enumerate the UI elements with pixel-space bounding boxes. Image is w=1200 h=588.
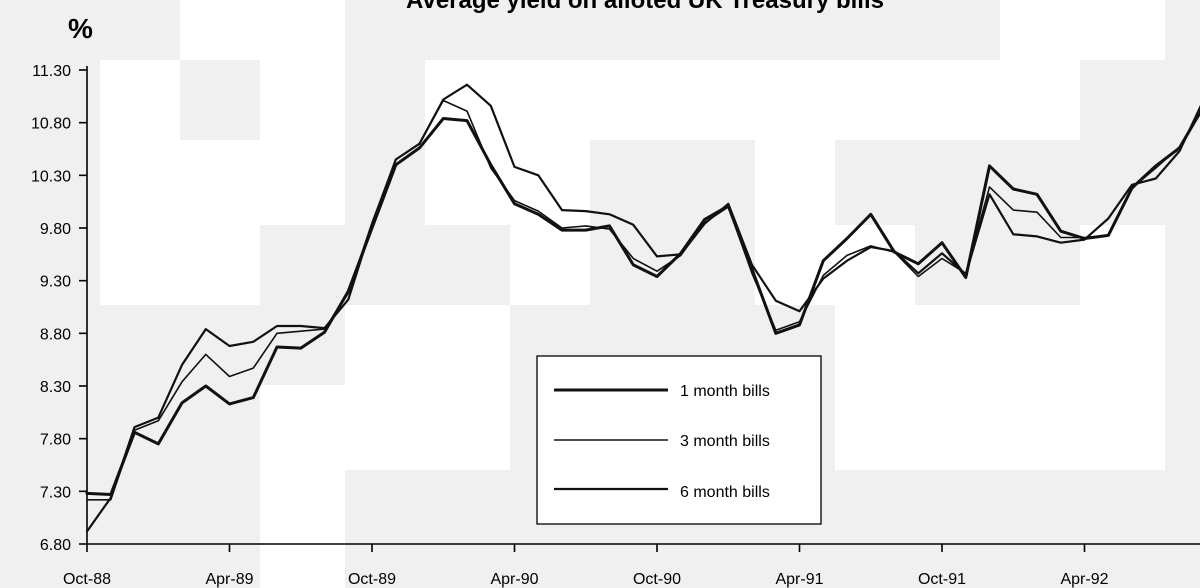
y-tick-label: 9.80 (40, 221, 71, 238)
x-tick-label: Oct-89 (348, 571, 396, 588)
y-axis-unit: % (68, 13, 93, 44)
x-tick-label: Oct-91 (918, 571, 966, 588)
y-tick-label: 7.80 (40, 432, 71, 449)
series-line-3-month-bills (86, 99, 1200, 501)
axes: 6.80 7.30 7.80 8.30 8.80 9.30 9.80 10.30 10.80 11… (31, 63, 1200, 588)
y-tick-label: 6.80 (40, 537, 71, 554)
x-tick-label: Apr-89 (205, 571, 253, 588)
legend: 1 month bills 3 month bills 6 month bill… (536, 355, 822, 525)
chart-title: Average yield on alloted UK Treasury bil… (406, 0, 884, 14)
x-tick-label: Apr-91 (775, 571, 823, 588)
series-lines (85, 83, 1200, 533)
series-line-1-month-bills (85, 109, 1200, 496)
y-tick-label: 8.80 (40, 326, 71, 343)
x-tick-label: Apr-92 (1060, 571, 1108, 588)
x-tick-label: Apr-90 (490, 571, 538, 588)
y-tick-label: 8.30 (40, 379, 71, 396)
y-tick-label: 9.30 (40, 274, 71, 291)
x-tick-label: Oct-90 (633, 571, 681, 588)
series-line-6-month-bills (85, 83, 1200, 533)
legend-label-3-month: 3 month bills (680, 433, 770, 450)
x-tick-label: Oct-88 (63, 571, 111, 588)
legend-label-6-month: 6 month bills (680, 484, 770, 501)
y-tick-label: 7.30 (40, 484, 71, 501)
y-tick-label: 10.80 (31, 116, 71, 133)
y-tick-label: 10.30 (31, 168, 71, 185)
y-tick-label: 11.30 (32, 63, 71, 80)
legend-label-1-month: 1 month bills (680, 383, 770, 400)
